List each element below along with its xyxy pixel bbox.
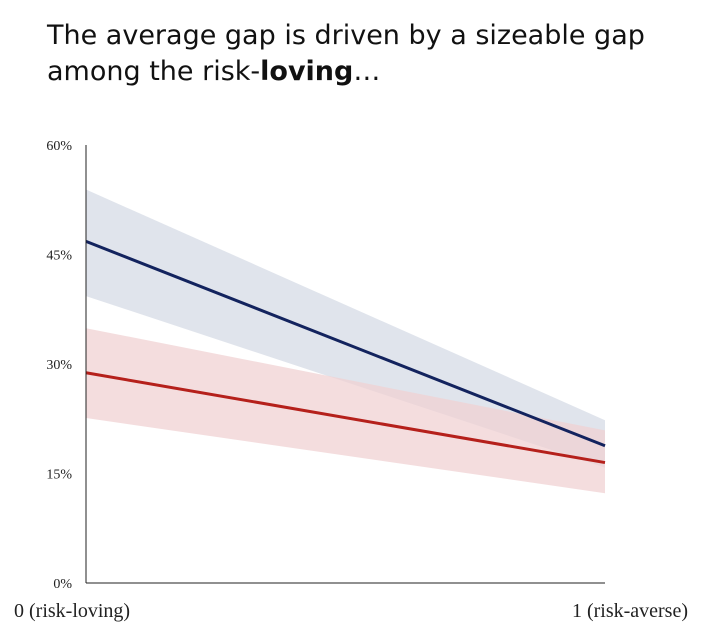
chart-title-line-1: The average gap is driven by a sizeable … [47,20,645,51]
confidence-band-1 [86,189,605,468]
y-tick-label: 45% [46,249,72,264]
axes [85,145,605,584]
y-tick-label: 0% [53,577,72,592]
y-tick-label: 60% [46,139,72,154]
series-lines [85,239,606,465]
y-tick-label: 30% [46,358,72,373]
series-line-2 [85,371,606,465]
y-tick-label: 15% [46,468,72,483]
x-tick-label: 0 (risk-loving) [14,600,130,622]
confidence-band-2 [86,328,605,494]
series-line-1 [85,239,606,448]
y-tick-labels: 0% 15% 30% 45% 60% [46,139,72,592]
chart-title-line-2: among the risk-loving… [47,54,687,90]
chart-title-line-2-bold: loving [260,56,354,87]
x-tick-label: 1 (risk-averse) [572,600,688,622]
chart-title-line-2-suffix: … [353,56,381,87]
x-tick-labels: 0 (risk-loving) 1 (risk-averse) [14,600,688,622]
chart-title: The average gap is driven by a sizeable … [47,18,687,90]
chart-title-line-2-prefix: among the risk- [47,56,261,87]
confidence-bands [86,189,605,494]
